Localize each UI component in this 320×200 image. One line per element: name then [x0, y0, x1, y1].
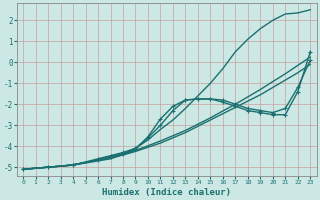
X-axis label: Humidex (Indice chaleur): Humidex (Indice chaleur) — [102, 188, 231, 197]
